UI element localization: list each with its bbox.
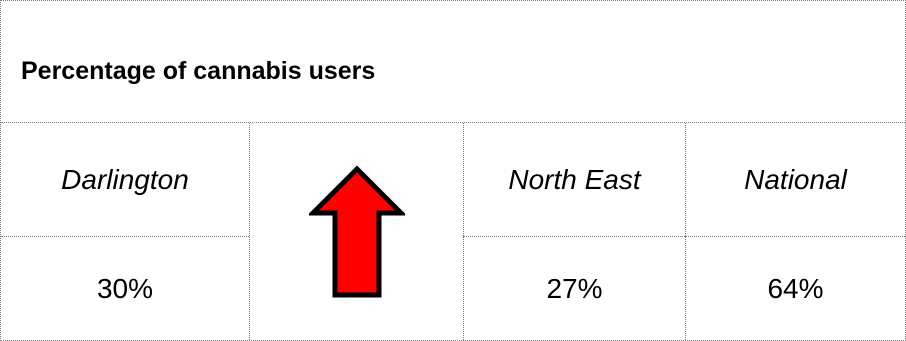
trend-arrow-cell: [249, 123, 463, 340]
table-title: Percentage of cannabis users: [21, 57, 376, 85]
header-darlington: Darlington: [61, 163, 189, 195]
value-national: 64%: [685, 236, 905, 340]
value-north-east: 27%: [463, 236, 685, 340]
table-title-row: Percentage of cannabis users: [1, 1, 905, 123]
red-up-arrow-icon: [308, 164, 405, 297]
header-north-east: North East: [463, 123, 685, 236]
header-national: National: [685, 123, 905, 236]
value-darlington: 30%: [1, 236, 249, 340]
